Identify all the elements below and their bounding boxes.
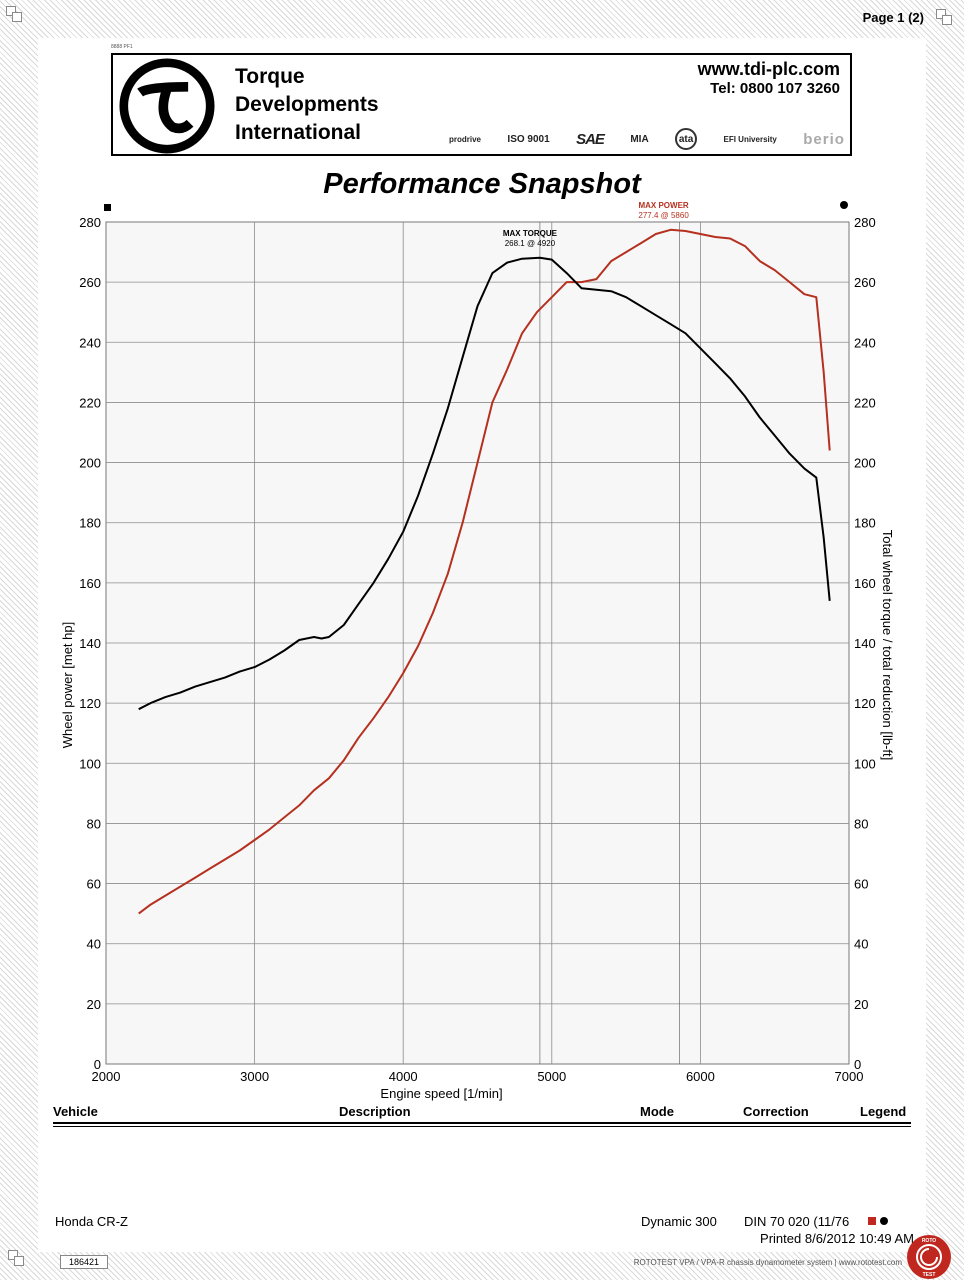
y-tick-label-right: 100 — [854, 756, 876, 771]
y-tick-label-left: 80 — [87, 816, 101, 831]
x-tick-label: 6000 — [686, 1069, 715, 1084]
y-tick-label-left: 120 — [79, 696, 101, 711]
tdi-logo-icon — [119, 58, 215, 154]
y-tick-label-right: 280 — [854, 215, 876, 230]
corner-icon-top-left — [6, 6, 24, 24]
y-tick-label-left: 180 — [79, 516, 101, 531]
y-tick-label-left: 240 — [79, 335, 101, 350]
torque-annotation-label: MAX TORQUE — [503, 229, 558, 238]
y-tick-label-left: 100 — [79, 756, 101, 771]
certification-logos: prodrive ISO 9001 SAE MIA ata EFI Univer… — [449, 127, 845, 151]
y-tick-label-left: 260 — [79, 275, 101, 290]
y-tick-label-right: 20 — [854, 997, 868, 1012]
x-tick-label: 3000 — [240, 1069, 269, 1084]
y-tick-label-right: 160 — [854, 576, 876, 591]
corner-icon-bottom-left — [8, 1250, 26, 1268]
y-tick-label-right: 140 — [854, 636, 876, 651]
company-name-line: Torque — [235, 65, 305, 88]
y-tick-label-right: 40 — [854, 937, 868, 952]
y-tick-label-right: 180 — [854, 516, 876, 531]
y-tick-label-right: 220 — [854, 395, 876, 410]
y-tick-label-left: 220 — [79, 395, 101, 410]
y-tick-label-left: 140 — [79, 636, 101, 651]
y-tick-label-right: 240 — [854, 335, 876, 350]
y-tick-label-left: 160 — [79, 576, 101, 591]
company-website: www.tdi-plc.com — [697, 59, 840, 79]
column-header-correction: Correction — [743, 1104, 809, 1119]
cert-logo-berio: berio — [803, 130, 845, 148]
row-correction: DIN 70 020 (11/76 — [744, 1214, 850, 1229]
roto-logo-text: TEST — [923, 1272, 936, 1278]
y-tick-label-right: 260 — [854, 275, 876, 290]
page-number: Page 1 (2) — [862, 10, 924, 25]
row-mode: Dynamic 300 — [641, 1214, 717, 1229]
column-header-description: Description — [339, 1104, 411, 1119]
power-annotation-label: MAX POWER — [638, 201, 688, 210]
footer-credit: ROTOTEST VPA / VPA-R chassis dynamometer… — [633, 1258, 902, 1267]
y-tick-label-right: 200 — [854, 456, 876, 471]
left-axis-marker-icon — [104, 204, 111, 211]
company-name-line: Developments — [235, 93, 379, 116]
column-header-mode: Mode — [640, 1104, 674, 1119]
corner-icon-top-right — [936, 9, 954, 27]
right-axis-marker-icon — [840, 201, 848, 209]
cert-logo-mia: MIA — [630, 133, 649, 145]
cert-logo-ata: ata — [675, 128, 698, 150]
y-tick-label-right: 0 — [854, 1057, 861, 1072]
y-tick-label-left: 0 — [94, 1057, 101, 1072]
company-name: Torque Developments International — [235, 63, 379, 147]
company-header: Torque Developments International www.td… — [111, 53, 852, 156]
x-tick-label: 2000 — [92, 1069, 121, 1084]
y-axis-label-left: Wheel power [met hp] — [60, 622, 75, 748]
x-tick-label: 5000 — [537, 1069, 566, 1084]
chart-title: Performance Snapshot — [323, 168, 641, 200]
grid-layer — [105, 221, 850, 1065]
cert-logo-efi: EFI University — [723, 134, 777, 144]
company-phone: Tel: 0800 107 3260 — [710, 80, 840, 97]
report-code: 8888 PF1 — [111, 44, 133, 50]
table-divider — [53, 1126, 911, 1127]
y-tick-label-right: 60 — [854, 877, 868, 892]
power-annotation-value: 277.4 @ 5860 — [638, 211, 689, 220]
torque-series-line — [138, 256, 831, 711]
column-header-vehicle: Vehicle — [53, 1104, 98, 1119]
roto-logo-text: ROTO — [922, 1238, 936, 1244]
performance-chart: 0 0 20 20 40 40 60 60 80 80 100 100 120 120 140 140 160 1… — [60, 201, 895, 1101]
label-layer: 0 0 20 20 40 40 60 60 80 80 100 100 120 120 140 140 160 1… — [60, 201, 895, 1101]
y-tick-label-left: 40 — [87, 937, 101, 952]
cert-logo-prodrive: prodrive — [449, 134, 482, 144]
x-axis-label: Engine speed [1/min] — [380, 1086, 502, 1101]
x-tick-label: 7000 — [835, 1069, 864, 1084]
cert-logo-iso: ISO 9001 — [507, 133, 550, 145]
printed-timestamp: Printed 8/6/2012 10:49 AM — [760, 1231, 914, 1246]
y-tick-label-right: 120 — [854, 696, 876, 711]
power-legend-icon — [868, 1217, 876, 1225]
column-header-legend: Legend — [860, 1104, 907, 1119]
x-tick-label: 4000 — [389, 1069, 418, 1084]
torque-legend-icon — [880, 1217, 888, 1225]
table-divider — [53, 1122, 911, 1124]
row-legend — [868, 1217, 888, 1225]
company-name-line: International — [235, 121, 362, 144]
row-vehicle: Honda CR-Z — [55, 1214, 128, 1229]
y-tick-label-left: 20 — [87, 997, 101, 1012]
y-tick-label-left: 200 — [79, 456, 101, 471]
cert-logo-sae: SAE — [576, 130, 605, 148]
y-tick-label-left: 280 — [79, 215, 101, 230]
y-tick-label-right: 80 — [854, 816, 868, 831]
y-axis-label-right: Total wheel torque / total reduction [lb… — [880, 530, 895, 761]
torque-annotation-value: 268.1 @ 4920 — [505, 239, 556, 248]
series-layer — [138, 228, 831, 915]
y-tick-label-left: 60 — [87, 877, 101, 892]
power-series-line — [138, 228, 831, 915]
rototest-logo-icon: ROTO TEST — [907, 1235, 951, 1279]
report-id: 186421 — [60, 1255, 108, 1269]
